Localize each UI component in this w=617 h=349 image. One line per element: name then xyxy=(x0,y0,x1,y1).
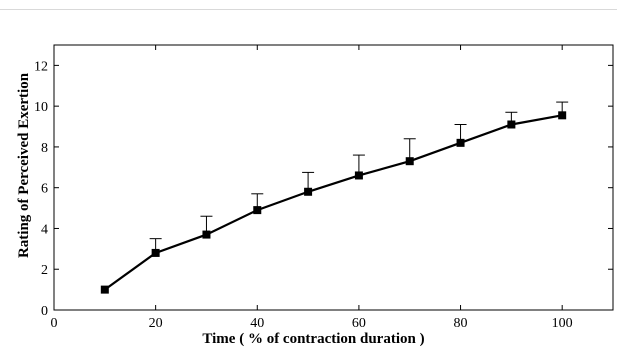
x-tick-label: 100 xyxy=(552,316,573,331)
series-line xyxy=(105,115,562,289)
y-tick-label: 6 xyxy=(41,182,48,197)
data-point xyxy=(507,121,515,129)
x-tick-label: 80 xyxy=(454,316,468,331)
x-tick-label: 60 xyxy=(352,316,366,331)
data-point xyxy=(253,206,261,214)
data-point xyxy=(202,231,210,239)
data-point xyxy=(101,286,109,294)
y-tick-label: 8 xyxy=(41,141,48,156)
data-point xyxy=(355,171,363,179)
data-point xyxy=(457,139,465,147)
x-tick-label: 20 xyxy=(149,316,163,331)
data-point xyxy=(558,111,566,119)
y-axis-title: Rating of Perceived Exertion xyxy=(16,72,32,258)
y-tick-label: 0 xyxy=(41,304,48,319)
x-axis-title: Time ( % of contraction duration ) xyxy=(202,331,424,347)
y-tick-label: 4 xyxy=(41,222,48,237)
y-tick-label: 10 xyxy=(34,100,48,115)
data-point xyxy=(152,249,160,257)
axes-frame xyxy=(54,45,613,310)
x-tick-label: 40 xyxy=(250,316,264,331)
y-tick-label: 12 xyxy=(34,59,48,74)
x-tick-label: 0 xyxy=(51,316,58,331)
data-point xyxy=(304,188,312,196)
data-point xyxy=(406,157,414,165)
plot-area: 0 20 40 60 80 100 0 2 4 6 8 10 12 xyxy=(34,45,613,331)
y-tick-label: 2 xyxy=(41,263,48,278)
